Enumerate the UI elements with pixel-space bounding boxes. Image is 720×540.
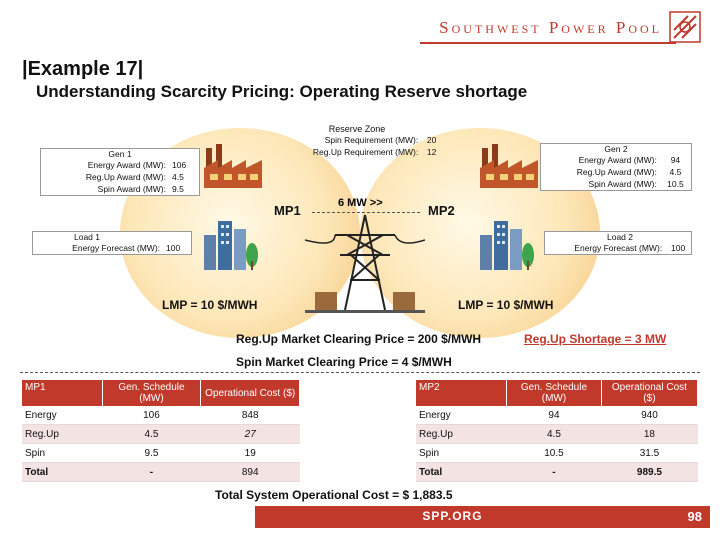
brand-underline xyxy=(420,42,676,44)
spp-logo-icon xyxy=(669,11,701,43)
reserve-zone-box: Reserve Zone Spin Requirement (MW): 20 R… xyxy=(272,124,442,158)
flow-label: 6 MW >> xyxy=(338,197,383,209)
table-row: Total - 894 xyxy=(22,462,300,482)
gen1-label: Energy Award (MW): xyxy=(87,160,166,170)
footer-page-bar xyxy=(650,506,710,528)
load2-label: Energy Forecast (MW): xyxy=(574,243,663,253)
reserve-zone-title: Reserve Zone xyxy=(328,124,386,134)
gen2-title: Gen 2 xyxy=(604,144,628,154)
table-cell: - xyxy=(506,462,602,482)
slide-subtitle: Understanding Scarcity Pricing: Operatin… xyxy=(36,82,528,101)
table-header: MP2 xyxy=(416,380,508,406)
table-cell: Reg.Up xyxy=(22,424,103,444)
section-divider xyxy=(20,372,700,373)
table-cell: 19 xyxy=(200,443,300,463)
footer-bar xyxy=(255,506,650,528)
load1-box: Load 1 Energy Forecast (MW): 100 xyxy=(32,231,192,255)
load1-value: 100 xyxy=(166,243,181,253)
table-row: Spin 10.5 31.5 xyxy=(416,443,698,463)
table-header: Operational Cost ($) xyxy=(200,380,300,406)
gen1-label: Spin Award (MW): xyxy=(97,184,166,194)
lmp1-label: LMP = 10 $/MWH xyxy=(162,298,258,312)
gen1-value: 4.5 xyxy=(172,172,184,182)
table-header: Operational Cost ($) xyxy=(601,380,699,406)
load2-title: Load 2 xyxy=(607,232,633,242)
table-cell: 848 xyxy=(200,406,300,425)
load2-box: Load 2 Energy Forecast (MW): 100 xyxy=(544,231,692,255)
footer-site-link[interactable]: SPP.ORG xyxy=(422,509,483,523)
table-row: Reg.Up 4.5 18 xyxy=(416,424,698,444)
flow-line xyxy=(312,212,420,213)
table-cell: 989.5 xyxy=(601,462,698,482)
table-row: Reg.Up 4.5 27 xyxy=(22,424,300,444)
spin-price: Spin Market Clearing Price = 4 $/MWH xyxy=(236,355,452,369)
mp2-cost-table: MP2 Gen. Schedule (MW) Operational Cost … xyxy=(416,380,699,482)
table-cell: 31.5 xyxy=(601,443,698,463)
city-buildings-icon xyxy=(480,221,534,270)
table-cell: - xyxy=(102,462,201,482)
table-cell: Spin xyxy=(22,443,103,463)
regup-shortage: Reg.Up Shortage = 3 MW xyxy=(524,332,667,346)
reserve-zone-label: Reg.Up Requirement (MW): xyxy=(312,147,419,157)
table-cell: Spin xyxy=(416,443,507,463)
gen1-value: 9.5 xyxy=(172,184,184,194)
brand-name: Southwest Power Pool xyxy=(439,18,662,37)
mp1-cost-table: MP1 Gen. Schedule (MW) Operational Cost … xyxy=(22,380,300,482)
table-cell: 894 xyxy=(200,462,300,482)
table-header: Gen. Schedule (MW) xyxy=(102,380,202,406)
table-cell: Energy xyxy=(416,406,507,425)
table-row: Energy 106 848 xyxy=(22,406,300,425)
table-cell: 4.5 xyxy=(506,424,602,444)
table-cell: 18 xyxy=(601,424,698,444)
total-system-cost: Total System Operational Cost = $ 1,883.… xyxy=(215,488,453,502)
gen2-label: Spin Award (MW): xyxy=(588,179,657,189)
gen2-value: 10.5 xyxy=(667,179,684,189)
example-title: |Example 17| xyxy=(22,58,144,80)
table-cell: 106 xyxy=(102,406,201,425)
gen1-label: Reg.Up Award (MW): xyxy=(85,172,166,182)
regup-price: Reg.Up Market Clearing Price = 200 $/MWH xyxy=(236,332,482,346)
mp1-label: MP1 xyxy=(274,203,301,218)
table-header: MP1 xyxy=(22,380,103,406)
reserve-zone-label: Spin Requirement (MW): xyxy=(324,135,419,145)
mp2-label: MP2 xyxy=(428,203,455,218)
table-cell: Total xyxy=(22,462,103,482)
table-cell: 94 xyxy=(506,406,602,425)
factory-icon xyxy=(480,144,538,188)
table-row: Spin 9.5 19 xyxy=(22,443,300,463)
page-number: 98 xyxy=(687,509,702,524)
table-cell: 10.5 xyxy=(506,443,602,463)
factory-icon xyxy=(204,144,262,188)
table-cell: Energy xyxy=(22,406,103,425)
table-cell: Reg.Up xyxy=(416,424,507,444)
table-row: Energy 94 940 xyxy=(416,406,698,425)
load1-title: Load 1 xyxy=(74,232,100,242)
table-cell: 9.5 xyxy=(102,443,201,463)
gen2-label: Reg.Up Award (MW): xyxy=(576,167,657,177)
gen2-value: 94 xyxy=(670,155,681,165)
table-cell: 940 xyxy=(601,406,698,425)
gen2-box: Gen 2 Energy Award (MW): 94 Reg.Up Award … xyxy=(540,143,692,191)
table-cell: 27 xyxy=(200,424,300,444)
gen2-label: Energy Award (MW): xyxy=(578,155,657,165)
load1-label: Energy Forecast (MW): xyxy=(72,243,161,253)
table-cell: 4.5 xyxy=(102,424,201,444)
gen1-value: 106 xyxy=(172,160,187,170)
reserve-zone-value: 20 xyxy=(426,135,437,145)
table-row: Total - 989.5 xyxy=(416,462,698,482)
gen1-box: Gen 1 Energy Award (MW): 106 Reg.Up Award… xyxy=(40,148,200,196)
table-cell: Total xyxy=(416,462,507,482)
transmission-tower-icon xyxy=(305,214,425,313)
lmp2-label: LMP = 10 $/MWH xyxy=(458,298,554,312)
load2-value: 100 xyxy=(670,243,686,253)
reserve-zone-value: 12 xyxy=(426,147,437,157)
gen1-title: Gen 1 xyxy=(108,149,132,159)
table-header: Gen. Schedule (MW) xyxy=(506,380,602,406)
gen2-value: 4.5 xyxy=(669,167,682,177)
city-buildings-icon xyxy=(204,221,258,270)
